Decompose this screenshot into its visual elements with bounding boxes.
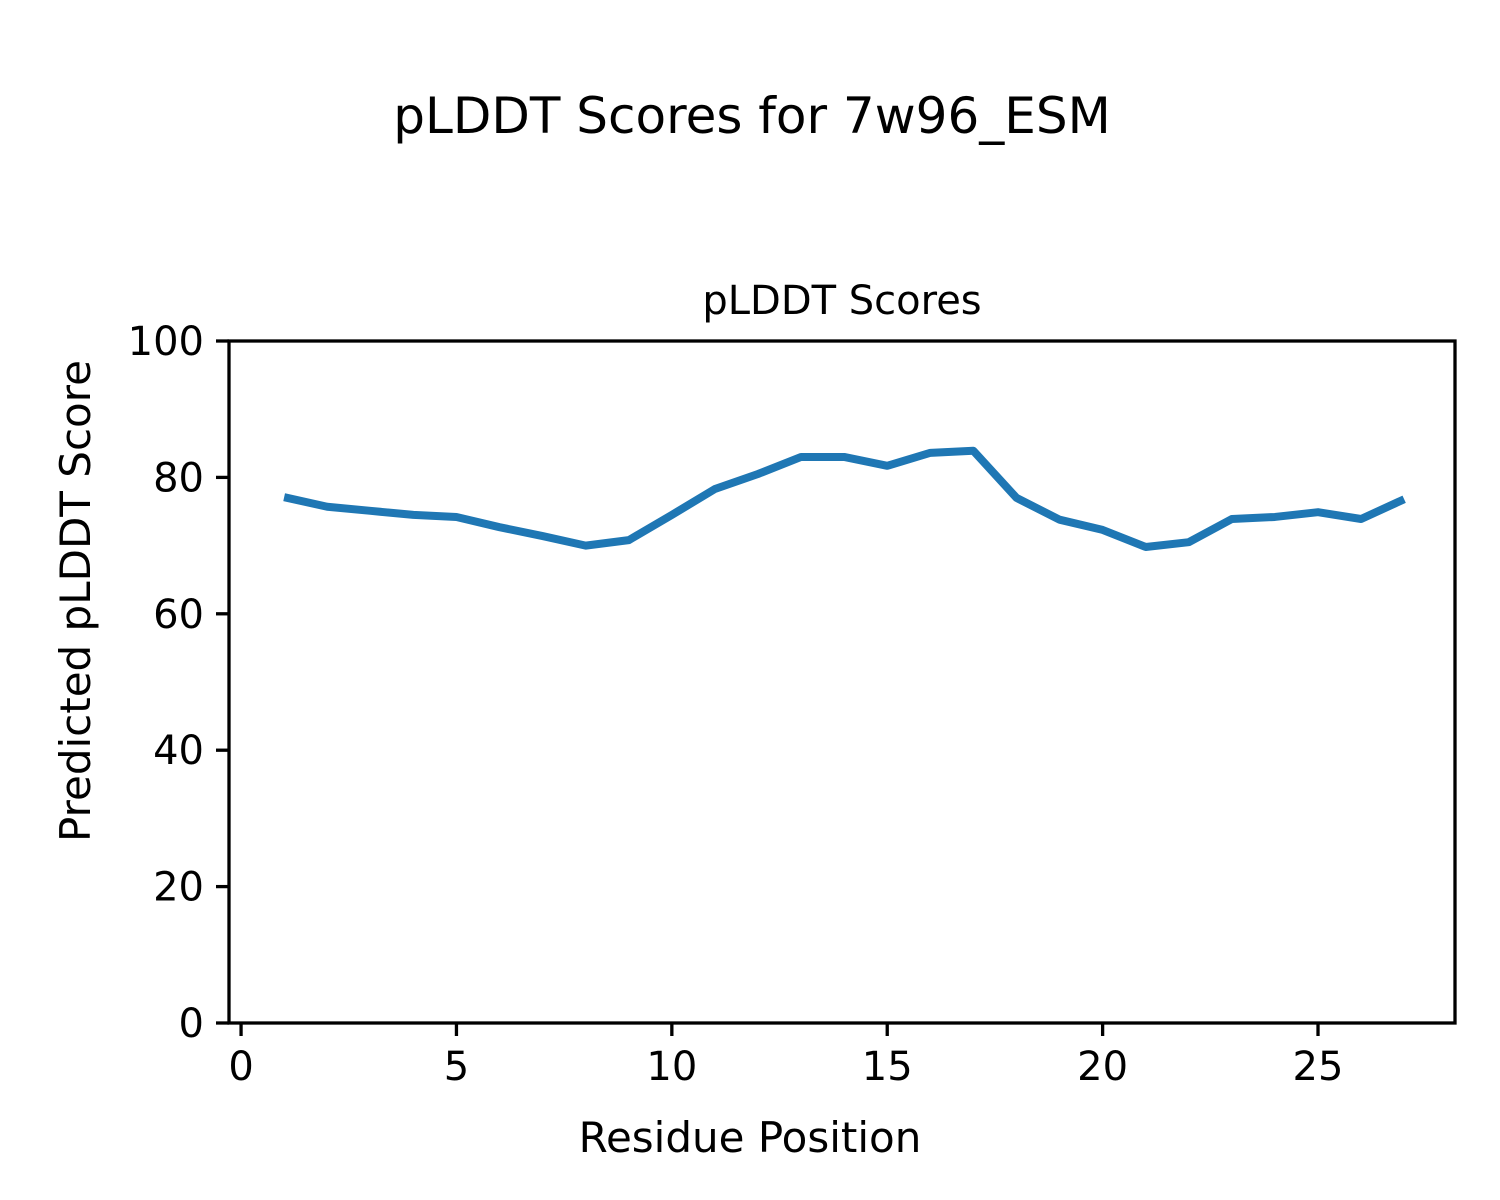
y-axis-label: Predicted pLDDT Score [51, 360, 100, 842]
axes-frame [227, 339, 1457, 1025]
x-axis-label: Residue Position [579, 1113, 922, 1162]
y-tick-label: 60 [153, 592, 204, 638]
x-tick-label: 20 [1077, 1044, 1128, 1090]
x-tick-label: 0 [228, 1044, 253, 1090]
figure-title: pLDDT Scores for 7w96_ESM [393, 87, 1110, 145]
x-tick-label: 25 [1293, 1044, 1344, 1090]
axes-title: pLDDT Scores [702, 278, 981, 324]
y-tick-label: 80 [153, 455, 204, 501]
y-tick-label: 100 [128, 319, 204, 365]
x-tick-label: 10 [646, 1044, 697, 1090]
y-tick-label: 40 [153, 728, 204, 774]
x-tick-label: 5 [444, 1044, 469, 1090]
y-tick-label: 20 [153, 865, 204, 911]
plot-area: 0 5 10 15 20 25 0 20 40 60 80 100 [128, 319, 1457, 1090]
plddt-score-line [283, 446, 1406, 551]
x-tick-label: 15 [862, 1044, 913, 1090]
y-tick-label: 0 [179, 1001, 204, 1047]
